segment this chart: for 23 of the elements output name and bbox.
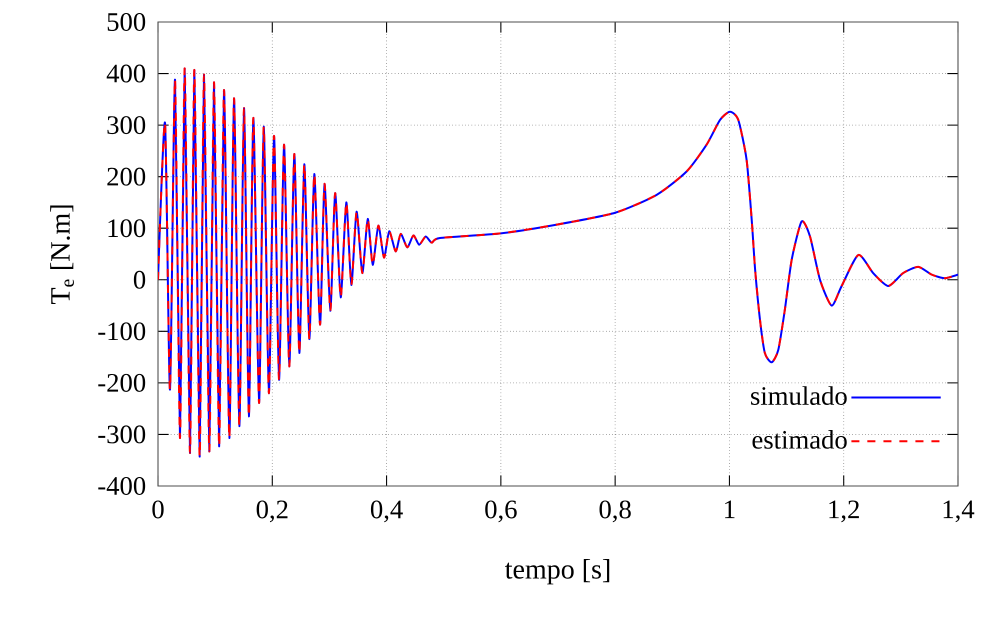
y-axis-title: T$_{e}$ [N.m] — [50, 206, 74, 304]
x-tick-label: 1,4 — [944, 500, 974, 522]
y-tick-label: -300 — [98, 425, 146, 444]
y-tick-label: -100 — [98, 322, 146, 340]
x-tick-label: 1,2 — [829, 500, 859, 522]
y-tick-label: 100 — [108, 219, 146, 238]
y-tick-label: 200 — [107, 168, 146, 186]
x-tick-label: 0,6 — [485, 500, 517, 522]
y-tick-label: 500 — [108, 13, 146, 31]
y-tick-label: -200 — [98, 374, 146, 392]
y-tick-label: -400 — [98, 476, 146, 495]
y-tick-label: 0 — [134, 270, 146, 289]
x-tick-label: 1 — [725, 500, 734, 518]
line-series — [158, 67, 958, 458]
x-tick-label: 0,2 — [256, 500, 288, 522]
legend-label: estimado — [752, 430, 847, 449]
legend-label: simulado — [751, 386, 847, 405]
x-tick-label: 0 — [152, 500, 164, 518]
y-tick-label: 400 — [106, 64, 146, 83]
y-tick-label: 300 — [107, 116, 146, 134]
x-tick-label: 0,8 — [600, 500, 631, 522]
x-axis-title: tempo [s] — [505, 559, 610, 584]
x-tick-label: 0,4 — [370, 500, 403, 522]
